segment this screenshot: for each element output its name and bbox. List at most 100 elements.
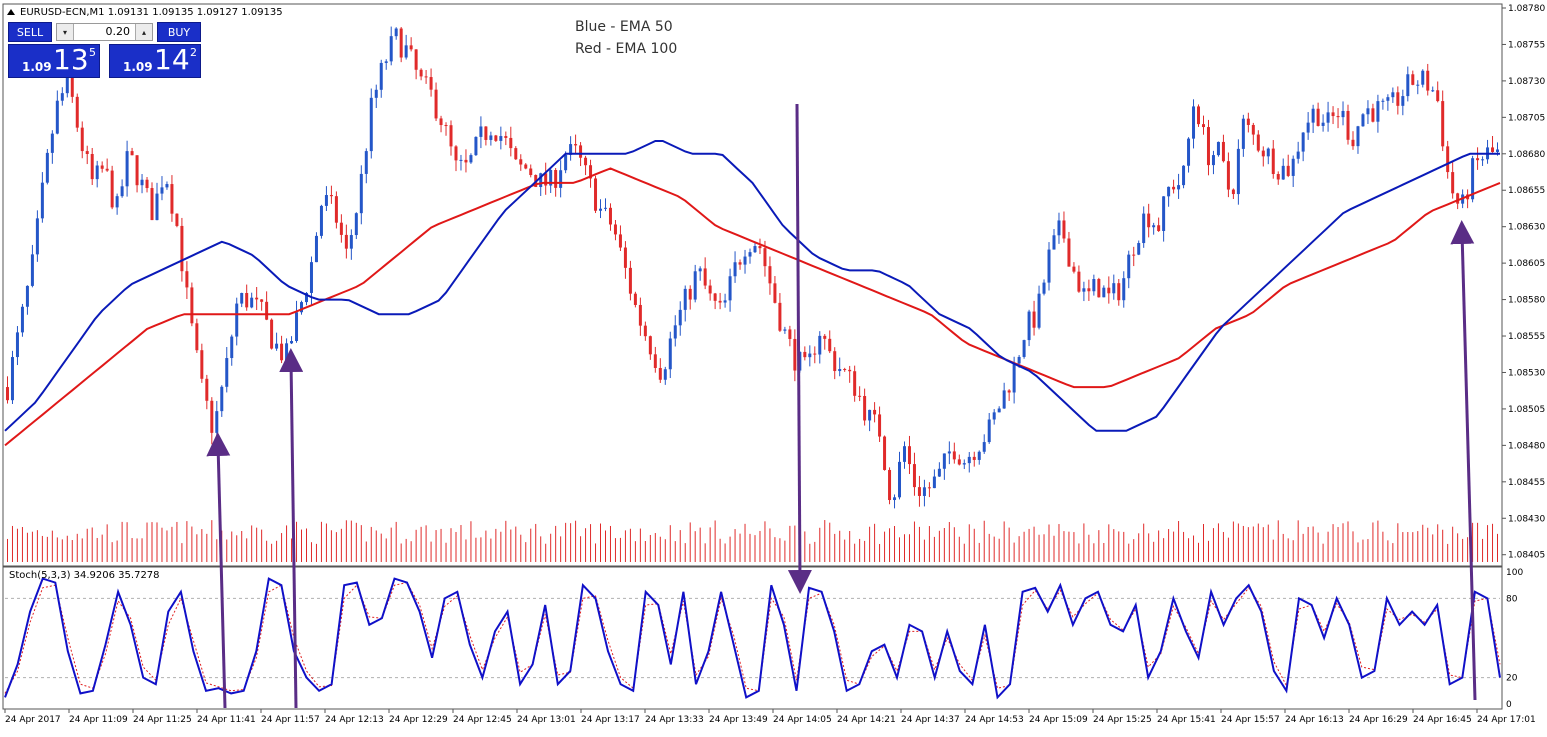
candle-body <box>1271 148 1275 175</box>
candle-body <box>379 62 383 90</box>
candle-body <box>718 300 722 303</box>
candle-body <box>5 387 9 401</box>
candle-body <box>85 151 89 154</box>
candle-body <box>947 451 951 454</box>
candle-body <box>1256 134 1260 151</box>
candle-body <box>972 456 976 460</box>
lot-size-stepper[interactable]: ▾ 0.20 ▴ <box>56 23 153 41</box>
buy-price-fraction: 2 <box>190 46 197 59</box>
candle-body <box>987 419 991 443</box>
candle-body <box>912 464 916 488</box>
candle-body <box>1251 124 1255 135</box>
candle-body <box>1077 271 1081 292</box>
candle-body <box>823 335 827 339</box>
candle-body <box>683 288 687 310</box>
candle-body <box>773 283 777 303</box>
candle-body <box>165 184 169 188</box>
candle-body <box>813 353 817 355</box>
candle-body <box>1231 189 1235 195</box>
candle-body <box>539 173 543 188</box>
candle-body <box>1326 112 1330 123</box>
volume-bars <box>6 520 1499 562</box>
candle-body <box>170 184 174 214</box>
candle-body <box>1351 139 1355 147</box>
trade-panel-top-row: SELL ▾ 0.20 ▴ BUY <box>8 22 201 42</box>
time-tick-label: 24 Apr 13:49 <box>709 715 768 725</box>
candle-body <box>883 436 887 470</box>
candle-body <box>1401 96 1405 106</box>
candle-body <box>1002 390 1006 409</box>
candle-body <box>1381 100 1385 102</box>
time-tick-label: 24 Apr 11:57 <box>261 715 320 725</box>
price-tick-label: 1.08455 <box>1508 478 1545 488</box>
candle-body <box>285 343 289 361</box>
candle-body <box>733 262 737 277</box>
price-tick-label: 1.08780 <box>1508 4 1545 14</box>
candle-body <box>200 350 204 379</box>
candle-body <box>1286 165 1290 176</box>
candle-body <box>404 45 408 58</box>
candle-body <box>469 155 473 163</box>
candle-body <box>494 135 498 141</box>
candle-body <box>295 312 299 341</box>
candle-body <box>1311 108 1315 123</box>
candle-body <box>240 292 244 304</box>
candle-body <box>638 304 642 326</box>
candle-body <box>559 170 563 188</box>
candle-body <box>574 144 578 146</box>
candle-body <box>35 218 39 255</box>
candle-body <box>917 487 921 496</box>
candle-body <box>698 268 702 272</box>
candle-body <box>927 487 931 489</box>
candle-body <box>280 343 284 361</box>
candle-body <box>1236 148 1240 195</box>
candle-body <box>1296 151 1300 159</box>
candle-body <box>708 285 712 294</box>
candle-body <box>40 182 44 219</box>
price-tick-label: 1.08555 <box>1508 332 1545 342</box>
candle-body <box>1291 158 1295 176</box>
candle-body <box>1446 146 1450 173</box>
candle-body <box>1476 158 1480 161</box>
candle-body <box>479 126 483 137</box>
candle-body <box>459 159 463 161</box>
candle-body <box>818 335 822 355</box>
candle-body <box>768 266 772 284</box>
time-tick-label: 24 Apr 15:25 <box>1093 715 1152 725</box>
candle-body <box>893 497 897 501</box>
candle-body <box>868 409 872 421</box>
one-click-trading-panel: SELL ▾ 0.20 ▴ BUY 1.09 13 5 1.09 14 2 <box>8 22 201 78</box>
candle-body <box>599 208 603 211</box>
candle-body <box>633 293 637 305</box>
candle-body <box>20 306 24 333</box>
candle-body <box>1221 141 1225 162</box>
candle-body <box>529 168 533 176</box>
candle-body <box>1456 193 1460 204</box>
candle-body <box>454 146 458 161</box>
legend-ema100: Red - EMA 100 <box>575 41 677 57</box>
candle-body <box>1172 186 1176 190</box>
candle-body <box>1366 108 1370 115</box>
candle-body <box>1197 106 1201 125</box>
lot-increase-icon[interactable]: ▴ <box>135 24 152 40</box>
candle-body <box>853 371 857 396</box>
candle-body <box>658 367 662 380</box>
price-tick-label: 1.08730 <box>1508 77 1545 87</box>
candle-body <box>1391 92 1395 98</box>
candle-body <box>394 28 398 37</box>
candle-body <box>499 136 503 141</box>
lot-decrease-icon[interactable]: ▾ <box>57 24 74 40</box>
buy-button[interactable]: BUY <box>157 22 201 42</box>
buy-price-button[interactable]: 1.09 14 2 <box>109 43 201 78</box>
candle-body <box>504 136 508 138</box>
annotation-arrow <box>1450 220 1477 701</box>
time-tick-label: 24 Apr 13:17 <box>581 715 640 725</box>
time-tick-label: 24 Apr 14:21 <box>837 715 896 725</box>
candle-body <box>838 369 842 372</box>
lot-size-input[interactable]: 0.20 <box>105 25 131 38</box>
sell-price-button[interactable]: 1.09 13 5 <box>8 43 100 78</box>
symbol-header: EURUSD-ECN,M1 1.09131 1.09135 1.09127 1.… <box>20 7 283 18</box>
sell-button[interactable]: SELL <box>8 22 52 42</box>
